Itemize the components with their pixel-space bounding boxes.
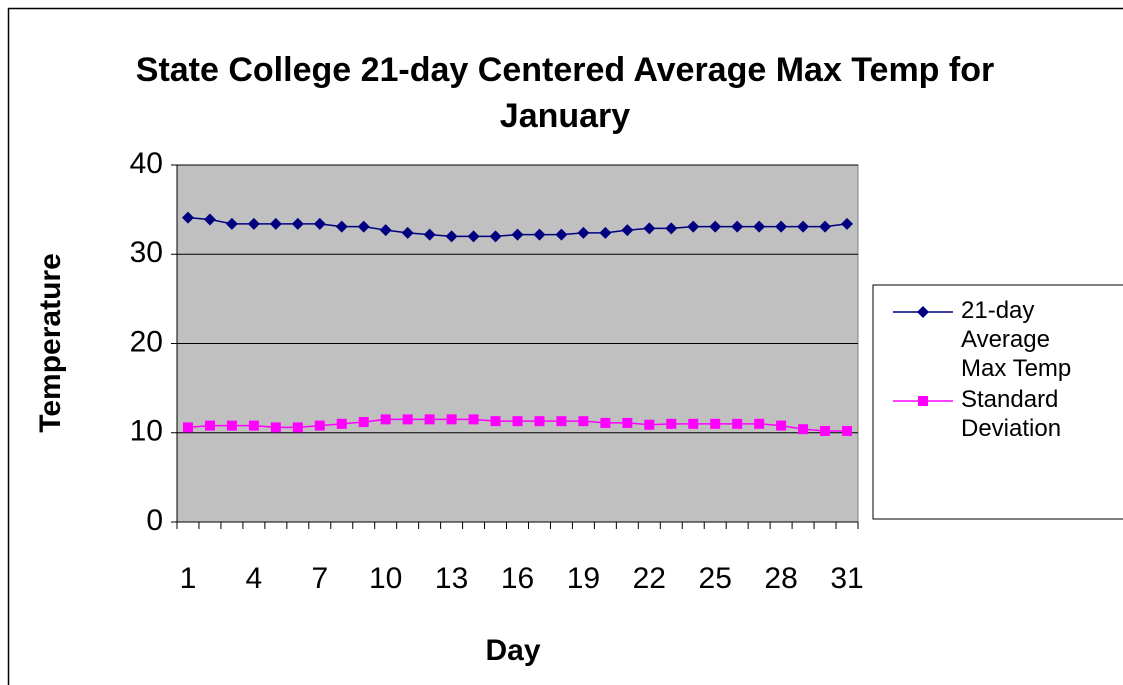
data-point	[203, 213, 216, 226]
data-point	[335, 220, 348, 233]
data-point	[709, 220, 722, 233]
y-tick-label: 0	[146, 504, 163, 537]
data-point	[313, 217, 326, 230]
data-point	[269, 217, 282, 230]
data-point	[842, 425, 853, 436]
data-point	[182, 422, 193, 433]
x-tick-label: 16	[501, 562, 534, 595]
x-tick-label: 10	[369, 562, 402, 595]
data-point	[665, 222, 678, 235]
x-tick-label: 1	[180, 562, 197, 595]
data-point	[732, 418, 743, 429]
y-tick-label: 40	[130, 147, 163, 180]
x-tick-label: 7	[311, 562, 328, 595]
data-point	[621, 224, 634, 237]
data-point	[226, 420, 237, 431]
data-point	[512, 416, 523, 427]
data-point	[577, 226, 590, 239]
data-point	[357, 220, 370, 233]
data-point	[754, 418, 765, 429]
data-point	[797, 220, 810, 233]
x-tick-label: 31	[830, 562, 863, 595]
data-point	[445, 230, 458, 243]
data-point	[753, 220, 766, 233]
legend-marker	[917, 306, 929, 318]
y-axis-title: Temperature	[34, 253, 67, 433]
chart-title: State College 21-day Centered Average Ma…	[136, 51, 994, 135]
data-point	[380, 414, 391, 425]
data-point	[467, 230, 480, 243]
legend-label: 21-day Average Max Temp	[961, 297, 1071, 382]
data-point	[248, 420, 259, 431]
data-point	[622, 417, 633, 428]
data-point	[270, 422, 281, 433]
x-tick-label: 28	[764, 562, 797, 595]
data-point	[204, 420, 215, 431]
data-point	[424, 414, 435, 425]
x-tick-label: 13	[435, 562, 468, 595]
legend-marker	[918, 396, 928, 406]
data-point	[181, 211, 194, 224]
data-point	[423, 228, 436, 241]
data-point	[555, 228, 568, 241]
data-point	[292, 422, 303, 433]
y-tick-label: 20	[130, 325, 163, 358]
data-point	[710, 418, 721, 429]
y-tick-label: 10	[130, 415, 163, 448]
x-tick-label: 25	[699, 562, 732, 595]
x-tick-label: 19	[567, 562, 600, 595]
data-point	[819, 220, 832, 233]
data-point	[511, 228, 524, 241]
data-point	[534, 416, 545, 427]
data-point	[379, 224, 392, 237]
data-point	[798, 424, 809, 435]
data-point	[820, 425, 831, 436]
data-point	[600, 417, 611, 428]
data-point	[666, 418, 677, 429]
data-point	[225, 217, 238, 230]
data-point	[533, 228, 546, 241]
data-point	[314, 420, 325, 431]
data-point	[358, 417, 369, 428]
data-point	[402, 414, 413, 425]
data-point	[841, 217, 854, 230]
data-point	[556, 416, 567, 427]
data-point	[291, 217, 304, 230]
x-axis-title: Day	[485, 634, 540, 667]
data-point	[247, 217, 260, 230]
data-point	[489, 230, 502, 243]
data-point	[578, 416, 589, 427]
data-point	[401, 226, 414, 239]
data-point	[688, 418, 699, 429]
data-point	[775, 220, 788, 233]
data-point	[643, 222, 656, 235]
data-point	[336, 418, 347, 429]
legend-box	[872, 284, 1123, 520]
data-point	[776, 420, 787, 431]
x-tick-label: 4	[246, 562, 263, 595]
legend-label: Standard Deviation	[961, 386, 1061, 442]
data-point	[599, 226, 612, 239]
data-point	[468, 414, 479, 425]
y-tick-label: 30	[130, 236, 163, 269]
data-point	[644, 419, 655, 430]
x-tick-label: 22	[633, 562, 666, 595]
data-point	[731, 220, 744, 233]
data-point	[687, 220, 700, 233]
data-point	[446, 414, 457, 425]
data-point	[490, 416, 501, 427]
